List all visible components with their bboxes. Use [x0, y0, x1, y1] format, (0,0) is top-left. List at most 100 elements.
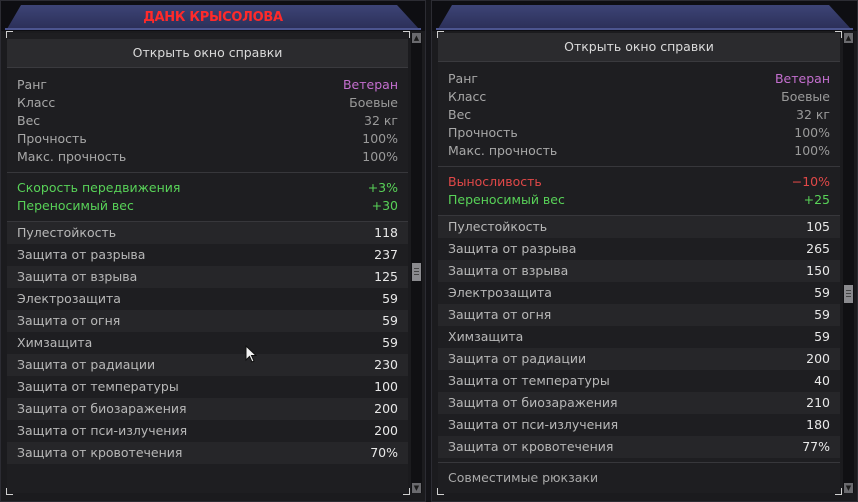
header-underline [5, 28, 421, 30]
stat-label: Защита от температуры [17, 379, 179, 394]
bonus-value: +25 [803, 192, 830, 207]
frame-corner [403, 31, 410, 38]
stat-label: Пулестойкость [17, 225, 117, 240]
item-title: ДАНК КРЫСОЛОВА [143, 10, 283, 25]
stat-value: 265 [806, 241, 830, 256]
stat-row: Защита от пси-излучения 200 [7, 420, 408, 442]
frame-corner [437, 488, 444, 495]
stat-label: Защита от кровотечения [17, 445, 183, 460]
stat-label: Защита от биозаражения [17, 401, 187, 416]
stat-row: Химзащита 59 [438, 326, 840, 348]
info-value: 100% [794, 143, 830, 158]
scroll-up-icon[interactable]: ▲ [412, 33, 421, 43]
bonus-row: Выносливость −10% [438, 173, 840, 191]
frame-corner [835, 488, 842, 495]
stat-row: Защита от радиации 200 [438, 348, 840, 370]
scrollbar[interactable]: ▲ ▼ [411, 33, 422, 493]
open-help-button[interactable]: Открыть окно справки [438, 33, 840, 62]
stat-label: Защита от кровотечения [448, 439, 614, 454]
stat-row: Защита от огня 59 [438, 304, 840, 326]
open-help-button[interactable]: Открыть окно справки [7, 39, 408, 68]
stat-label: Электрозащита [17, 291, 121, 306]
stat-label: Защита от биозаражения [448, 395, 618, 410]
stat-row: Защита от биозаражения 210 [438, 392, 840, 414]
stat-row: Защита от кровотечения 77% [438, 436, 840, 458]
info-value: 100% [362, 149, 398, 164]
compatible-backpacks[interactable]: Совместимые рюкзаки [438, 462, 840, 493]
stat-value: 40 [814, 373, 830, 388]
info-label: Вес [448, 107, 472, 122]
stat-value: 77% [802, 439, 830, 454]
scroll-down-icon[interactable]: ▼ [412, 483, 421, 493]
info-row-weight: Вес 32 кг [7, 112, 408, 130]
stat-value: 59 [382, 313, 398, 328]
info-row-class: Класс Боевые [438, 88, 840, 106]
scroll-down-icon[interactable]: ▼ [844, 483, 853, 493]
bonus-label: Выносливость [448, 174, 542, 189]
info-row-max-durability: Макс. прочность 100% [7, 148, 408, 166]
panel-header [432, 1, 857, 31]
stat-value: 59 [382, 335, 398, 350]
stat-label: Защита от разрыва [448, 241, 577, 256]
stat-value: 59 [814, 329, 830, 344]
stat-value: 200 [806, 351, 830, 366]
stat-row: Химзащита 59 [7, 332, 408, 354]
info-value: 100% [362, 131, 398, 146]
stat-label: Защита от взрыва [448, 263, 569, 278]
stat-label: Защита от огня [448, 307, 552, 322]
info-label: Класс [17, 95, 56, 110]
frame-corner [6, 31, 13, 38]
info-row-weight: Вес 32 кг [438, 106, 840, 124]
bonus-label: Скорость передвижения [17, 180, 181, 195]
info-label: Ранг [448, 71, 478, 86]
stat-value: 118 [374, 225, 398, 240]
bonus-label: Переносимый вес [448, 192, 565, 207]
bonus-value: +30 [371, 198, 398, 213]
stat-row: Защита от температуры 40 [438, 370, 840, 392]
stat-value: 200 [374, 423, 398, 438]
frame-corner [403, 488, 410, 495]
info-label: Прочность [448, 125, 518, 140]
bonus-value: −10% [791, 174, 830, 189]
info-section: Ранг Ветеран Класс Боевые Вес 32 кг Прочнос… [7, 68, 408, 173]
stat-value: 100 [374, 379, 398, 394]
scrollbar[interactable]: ▲ ▼ [843, 33, 854, 493]
header-bar [7, 5, 419, 29]
stat-label: Защита от температуры [448, 373, 610, 388]
stat-value: 210 [806, 395, 830, 410]
frame-corner [835, 31, 842, 38]
stat-label: Защита от огня [17, 313, 121, 328]
stat-label: Пулестойкость [448, 219, 548, 234]
info-value: Ветеран [774, 71, 830, 86]
mouse-cursor-icon [245, 345, 257, 363]
info-row-rank: Ранг Ветеран [7, 76, 408, 94]
scroll-thumb[interactable] [844, 285, 853, 303]
bonus-section: Выносливость −10% Переносимый вес +25 [438, 167, 840, 216]
scroll-up-icon[interactable]: ▲ [844, 33, 853, 43]
panel-content: Открыть окно справки Ранг Ветеран Класс Бо… [438, 33, 840, 493]
bonus-label: Переносимый вес [17, 198, 134, 213]
info-value: 100% [794, 125, 830, 140]
stat-label: Защита от пси-излучения [17, 423, 188, 438]
stat-row: Электрозащита 59 [438, 282, 840, 304]
stat-label: Защита от радиации [448, 351, 587, 366]
stats-list: Пулестойкость 105 Защита от разрыва 265 За… [438, 216, 840, 458]
stat-row: Защита от температуры 100 [7, 376, 408, 398]
stats-list: Пулестойкость 118 Защита от разрыва 237 За… [7, 222, 408, 464]
bonus-section: Скорость передвижения +3% Переносимый вес… [7, 173, 408, 222]
scroll-thumb[interactable] [412, 263, 421, 281]
bonus-row: Скорость передвижения +3% [7, 179, 408, 197]
bonus-row: Переносимый вес +30 [7, 197, 408, 215]
stat-row: Защита от взрыва 150 [438, 260, 840, 282]
info-label: Ранг [17, 77, 47, 92]
stat-label: Защита от пси-излучения [448, 417, 619, 432]
stat-row: Защита от огня 59 [7, 310, 408, 332]
stat-value: 180 [806, 417, 830, 432]
stat-row: Защита от разрыва 237 [7, 244, 408, 266]
info-label: Макс. прочность [17, 149, 127, 164]
panel-content: Открыть окно справки Ранг Ветеран Класс Бо… [7, 33, 408, 493]
info-value: Боевые [781, 89, 830, 104]
stat-value: 70% [370, 445, 398, 460]
info-value: Ветеран [342, 77, 398, 92]
info-label: Класс [448, 89, 487, 104]
